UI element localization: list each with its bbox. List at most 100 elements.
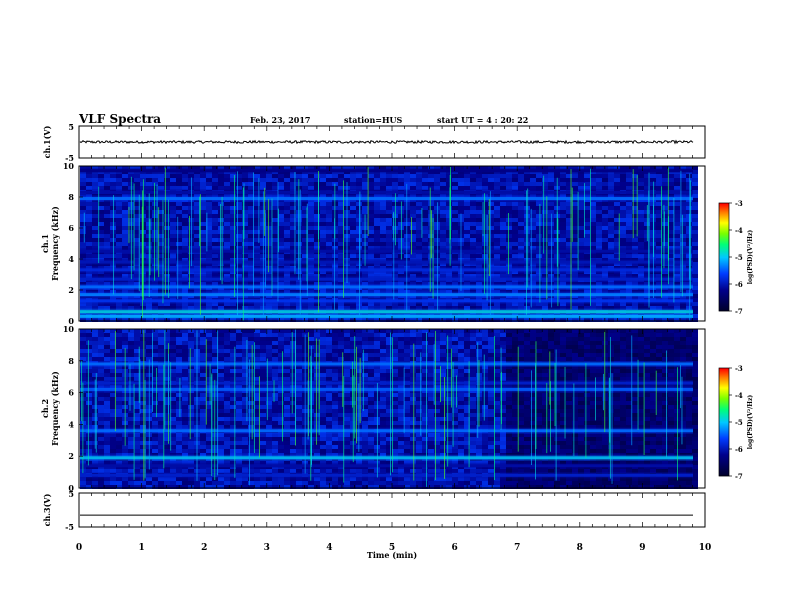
- ch1-spectrogram-noise-cell: [368, 182, 374, 186]
- ch1-spectrogram-noise-cell: [440, 218, 446, 222]
- ch1-spectrogram-noise-cell: [668, 202, 674, 206]
- ch1-spectrogram-noise-cell: [536, 218, 542, 222]
- ch1-spectrogram-noise-cell: [506, 222, 512, 226]
- ch1-spectrogram-noise-cell: [578, 254, 584, 258]
- ch2-spectrogram-noise-cell: [86, 369, 92, 373]
- ch1-spectrogram-noise-cell: [356, 202, 362, 206]
- ch1-spectrogram-noise-cell: [536, 182, 542, 186]
- ch1-spectrogram-noise-cell: [608, 234, 614, 238]
- ch1-spectrogram-noise-cell: [326, 254, 332, 258]
- ch1-spectrogram-noise-cell: [272, 210, 278, 214]
- ch1-spectrogram-noise-cell: [284, 210, 290, 214]
- ch1-spectrogram-noise-cell: [368, 178, 374, 182]
- ch1-spectrogram-noise-cell: [218, 214, 224, 218]
- ch1-spectrogram-noise-cell: [98, 174, 104, 178]
- ch2-spectrogram-noise-cell: [134, 333, 140, 337]
- ch1-spectrogram-noise-cell: [512, 202, 518, 206]
- ch1-spectrogram-noise-cell: [170, 206, 176, 210]
- ch1-spectrogram-noise-cell: [452, 226, 458, 230]
- ch2-spectrogram-noise-cell: [158, 441, 164, 445]
- ch1-spectrogram-noise-cell: [530, 202, 536, 206]
- ch1-spectrogram-noise-cell: [176, 242, 182, 246]
- ch1-spectrogram-noise-cell: [386, 238, 392, 242]
- ch1-spectrogram-noise-cell: [242, 230, 248, 234]
- ch2-spectrogram-noise-cell: [128, 345, 134, 349]
- ch1-spectrogram-noise-cell: [86, 234, 92, 238]
- ch2-spectrogram-noise-cell: [140, 369, 146, 373]
- ch2-spectrogram-noise-cell: [104, 393, 110, 397]
- ch2-spectrogram-noise-cell: [140, 345, 146, 349]
- ch1-spectrogram-noise-cell: [236, 226, 242, 230]
- ch1-spectrogram-noise-cell: [464, 226, 470, 230]
- ch1-spectrogram-noise-cell: [350, 222, 356, 226]
- ch1-spectrogram-noise-cell: [416, 178, 422, 182]
- ch1-spectrogram-noise-cell: [308, 182, 314, 186]
- ch1-spectrogram-noise-cell: [110, 222, 116, 226]
- ch1-spectrogram-noise-cell: [200, 206, 206, 210]
- ch1-spectrogram-noise-cell: [380, 222, 386, 226]
- ch2-spectrogram-noise-cell: [158, 349, 164, 353]
- ch1-spectrogram-noise-cell: [446, 242, 452, 246]
- ch1-spectrogram-noise-cell: [320, 214, 326, 218]
- ch1-spectrogram-noise-cell: [620, 210, 626, 214]
- ch1-spectrogram-noise-cell: [212, 230, 218, 234]
- ch1-spectrogram-noise-cell: [272, 214, 278, 218]
- ch1-spectrogram-noise-cell: [638, 230, 644, 234]
- ch1-spectrogram-noise-cell: [518, 178, 524, 182]
- ch1-spectrogram-noise-cell: [572, 210, 578, 214]
- ch1-spectrogram-noise-cell: [548, 254, 554, 258]
- ch1-spectrogram-noise-cell: [434, 214, 440, 218]
- ch1-spectrogram-noise-cell: [452, 238, 458, 242]
- ch1-spectrogram-noise-cell: [332, 178, 338, 182]
- ch1-spectrogram-noise-cell: [110, 238, 116, 242]
- ch1-spectrogram-noise-cell: [368, 222, 374, 226]
- ch1-spectrogram-noise-cell: [380, 174, 386, 178]
- ch1-spectrogram-noise-cell: [146, 178, 152, 182]
- ch1-spectrogram-noise-cell: [524, 174, 530, 178]
- ch1-spectrogram-noise-cell: [542, 174, 548, 178]
- ch1-spectrogram-noise-cell: [134, 178, 140, 182]
- ch1-spectrogram-noise-cell: [692, 174, 698, 178]
- ch1-spectrogram-noise-cell: [356, 182, 362, 186]
- ch1-spectrogram-noise-cell: [170, 242, 176, 246]
- ch2-spectrogram-noise-cell: [128, 397, 134, 401]
- ch2-spectrogram-noise-cell: [116, 353, 122, 357]
- ch1-spectrogram-noise-cell: [452, 202, 458, 206]
- ch1-spectrogram-noise-cell: [350, 202, 356, 206]
- ch1-spectrogram-noise-cell: [260, 174, 266, 178]
- ch1-spectrogram-noise-cell: [272, 222, 278, 226]
- ch1-spectrogram-noise-cell: [494, 210, 500, 214]
- ch1-spectrogram-noise-cell: [350, 234, 356, 238]
- ch2-spectrogram-noise-cell: [116, 357, 122, 361]
- ch1-spectrogram-noise-cell: [458, 202, 464, 206]
- ch1-spectrogram-noise-cell: [200, 174, 206, 178]
- ch1-spectrogram-noise-cell: [692, 210, 698, 214]
- ch1-spectrogram-noise-cell: [320, 202, 326, 206]
- ch1-spectrogram-noise-cell: [92, 230, 98, 234]
- ch1-spectrogram-noise-cell: [212, 206, 218, 210]
- ch1-spectrogram-noise-cell: [608, 218, 614, 222]
- ch1-spectrogram-noise-cell: [350, 214, 356, 218]
- ch1-spectrogram-noise-cell: [188, 242, 194, 246]
- ch1-spectrogram-noise-cell: [308, 206, 314, 210]
- ch1-spectrogram-noise-cell: [368, 214, 374, 218]
- ch1-spectrogram-noise-cell: [500, 234, 506, 238]
- ch1-spectrogram-noise-cell: [596, 182, 602, 186]
- ch2-spectrogram-noise-cell: [158, 437, 164, 441]
- ch2-spectrogram-noise-cell: [86, 421, 92, 425]
- ch1-spectrogram-noise-cell: [500, 222, 506, 226]
- ch2-spectrogram-noise-cell: [104, 445, 110, 449]
- ch1-spectrogram-noise-cell: [164, 254, 170, 258]
- ch1-spectrogram-noise-cell: [188, 178, 194, 182]
- ch1-spectrogram-noise-cell: [380, 234, 386, 238]
- ch1-spectrogram-noise-cell: [386, 210, 392, 214]
- ch1-spectrogram-noise-cell: [422, 230, 428, 234]
- figure-title: VLF Spectra: [79, 112, 161, 126]
- ch1-spectrogram-noise-cell: [248, 242, 254, 246]
- ch2-spectrogram-noise-cell: [128, 409, 134, 413]
- ch1-spectrogram-noise-cell: [440, 174, 446, 178]
- ch1-spectrogram-noise-cell: [92, 214, 98, 218]
- ch2-spectrogram-noise-cell: [128, 341, 134, 345]
- ch1-spectrogram-noise-cell: [674, 206, 680, 210]
- ch1-spectrogram-noise-cell: [596, 214, 602, 218]
